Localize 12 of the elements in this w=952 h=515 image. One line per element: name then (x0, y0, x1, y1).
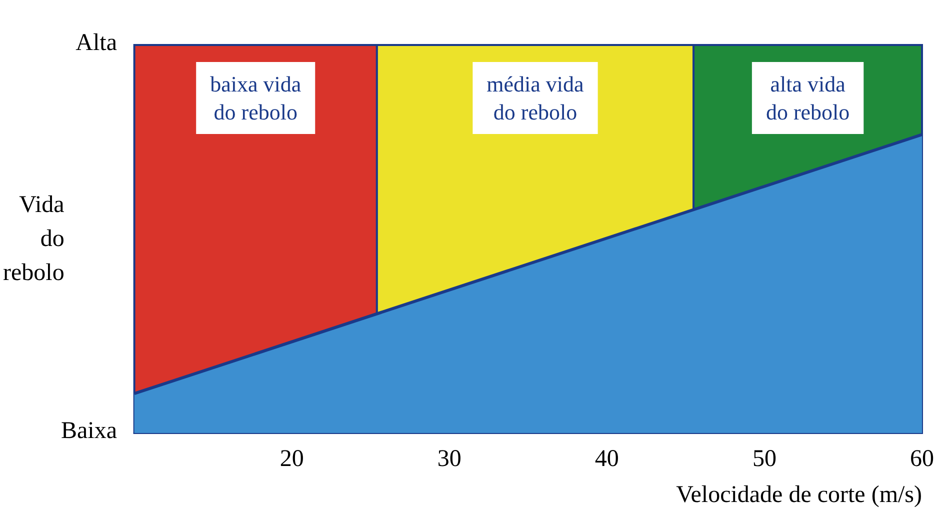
text: Baixa (61, 418, 118, 444)
band-label: baixa vida do rebolo (210, 72, 302, 124)
y-axis-title: Vida do rebolo (3, 192, 65, 286)
x-tick-label: 40 (594, 446, 619, 472)
x-axis-title: Velocidade de corte (m/s) (676, 482, 922, 508)
x-tick-label: 30 (437, 446, 462, 472)
band-label: alta vida do rebolo (766, 72, 850, 124)
x-tick-label: 60 (910, 446, 934, 472)
x-tick-label: 20 (280, 446, 304, 472)
text: Alta (76, 30, 118, 56)
band-label: média vida do rebolo (486, 72, 584, 124)
x-tick-label: 50 (752, 446, 776, 472)
